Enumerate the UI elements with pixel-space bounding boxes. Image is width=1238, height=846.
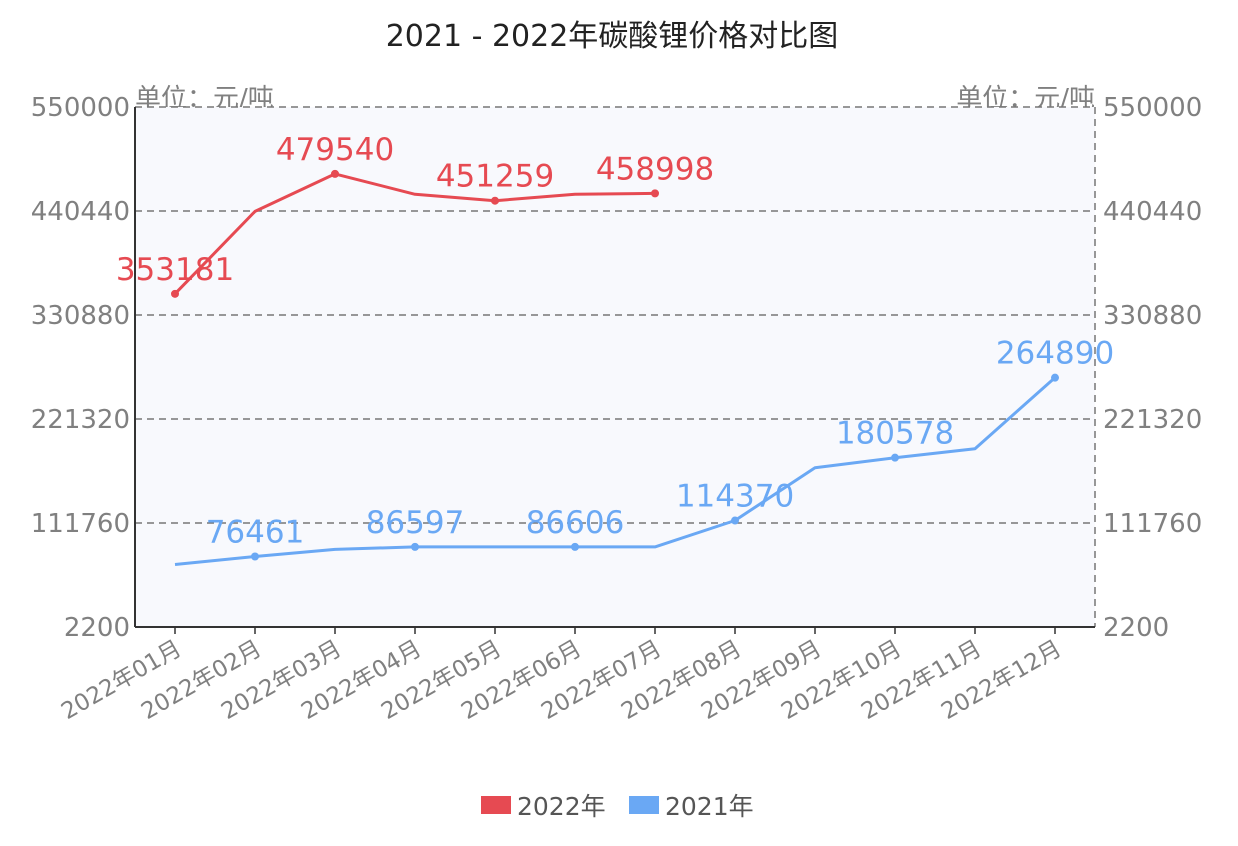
- data-point: [651, 189, 659, 198]
- data-point: [491, 196, 499, 205]
- data-point: [1051, 373, 1059, 382]
- y-tick-label-left: 440440: [31, 197, 130, 227]
- y-tick-label-left: 111760: [31, 509, 130, 539]
- legend-swatch[interactable]: [481, 796, 511, 814]
- data-label: 353181: [116, 252, 234, 288]
- chart-legend[interactable]: 2022年 2021年: [481, 792, 754, 821]
- data-label: 479540: [276, 132, 394, 168]
- y-tick-label-left: 330880: [31, 301, 130, 331]
- y-tick-label-right: 550000: [1103, 93, 1202, 123]
- y-tick-label-left: 221320: [31, 405, 130, 435]
- y-tick-label-right: 330880: [1103, 301, 1202, 331]
- legend-label[interactable]: 2022年: [517, 792, 606, 821]
- legend-label[interactable]: 2021年: [665, 792, 754, 821]
- y-tick-label-right: 111760: [1103, 509, 1202, 539]
- data-label: 86597: [366, 505, 465, 541]
- data-point: [171, 289, 179, 298]
- data-point: [571, 542, 579, 551]
- y-tick-label-right: 440440: [1103, 197, 1202, 227]
- data-point: [331, 169, 339, 178]
- data-point: [411, 542, 419, 551]
- y-tick-label-right: 2200: [1103, 613, 1169, 643]
- data-label: 458998: [596, 151, 714, 187]
- y-tick-label-left: 2200: [64, 613, 130, 643]
- data-label: 86606: [526, 505, 625, 541]
- data-point: [731, 516, 739, 525]
- data-label: 114370: [676, 479, 794, 515]
- legend-swatch[interactable]: [629, 796, 659, 814]
- data-label: 180578: [836, 416, 954, 452]
- chart-title: 2021 - 2022年碳酸锂价格对比图: [386, 19, 839, 54]
- series-line: [174, 376, 1056, 566]
- data-label: 76461: [206, 515, 305, 551]
- data-label: 451259: [436, 159, 554, 195]
- y-tick-label-left: 550000: [31, 93, 130, 123]
- data-point: [251, 552, 259, 561]
- data-point: [891, 453, 899, 462]
- data-label: 264890: [996, 336, 1114, 372]
- y-tick-label-right: 221320: [1103, 405, 1202, 435]
- series-line: [173, 172, 656, 295]
